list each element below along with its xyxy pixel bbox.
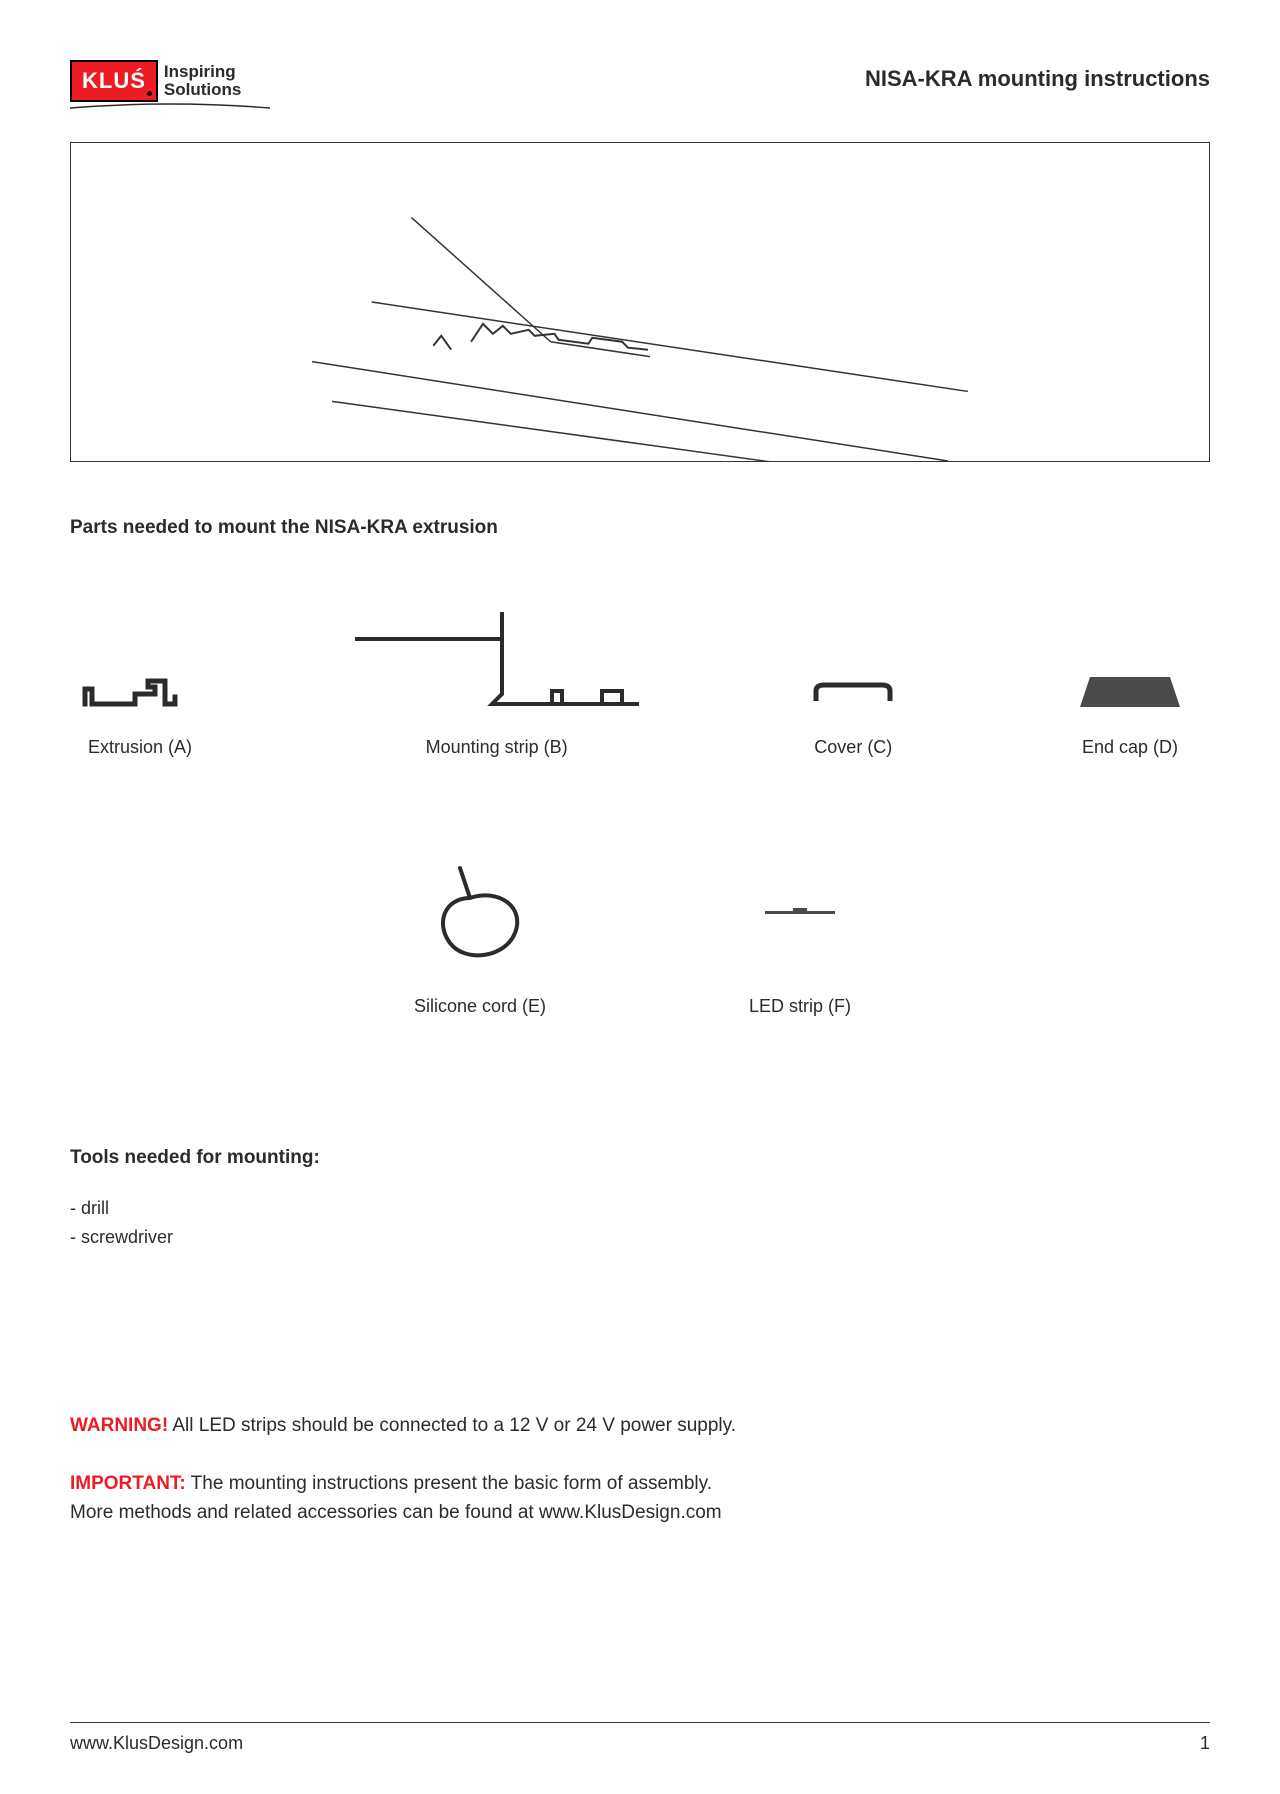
extrusion-icon (80, 609, 200, 709)
logo-box: KLUŚ (70, 60, 158, 102)
warning-label: WARNING! (70, 1415, 168, 1436)
logo-tagline: Inspiring Solutions (164, 63, 241, 99)
parts-row-1: Extrusion (A) Mounting strip (B) C (70, 609, 1210, 758)
logo: KLUŚ Inspiring Solutions (70, 60, 241, 102)
page-number: 1 (1200, 1733, 1210, 1754)
warning-notice: WARNING! All LED strips should be connec… (70, 1412, 1210, 1441)
logo-swoosh-icon (70, 102, 270, 112)
mounting-strip-icon (347, 609, 647, 709)
important-label: IMPORTANT: (70, 1473, 186, 1494)
parts-section: Parts needed to mount the NISA-KRA extru… (70, 517, 1210, 1017)
silicone-cord-icon (425, 858, 535, 968)
part-label: Silicone cord (E) (414, 996, 546, 1017)
tools-list: - drill - screwdriver (70, 1194, 1210, 1252)
part-label: Cover (C) (814, 737, 892, 758)
part-label: Extrusion (A) (88, 737, 192, 758)
part-silicone-cord: Silicone cord (E) (410, 858, 550, 1017)
tool-item: - screwdriver (70, 1223, 1210, 1252)
important-notice: IMPORTANT: The mounting instructions pre… (70, 1470, 1210, 1527)
tools-heading: Tools needed for mounting: (70, 1147, 1210, 1169)
tool-item: - drill (70, 1194, 1210, 1223)
tagline-line1: Inspiring (164, 63, 241, 81)
part-extrusion: Extrusion (A) (70, 609, 210, 758)
part-label: End cap (D) (1082, 737, 1178, 758)
part-cover: Cover (C) (783, 609, 923, 758)
end-cap-icon (1075, 609, 1185, 709)
extrusion-perspective-icon (71, 143, 1209, 461)
warning-text: All LED strips should be connected to a … (168, 1415, 736, 1436)
parts-heading: Parts needed to mount the NISA-KRA extru… (70, 517, 1210, 539)
cover-icon (808, 609, 898, 709)
page: KLUŚ Inspiring Solutions NISA-KRA mounti… (0, 0, 1280, 1794)
led-strip-icon (765, 858, 835, 968)
footer: www.KlusDesign.com 1 (70, 1722, 1210, 1754)
part-led-strip: LED strip (F) (730, 858, 870, 1017)
hero-diagram (70, 142, 1210, 462)
logo-dot-icon (147, 91, 152, 96)
part-label: LED strip (F) (749, 996, 851, 1017)
part-end-cap: End cap (D) (1060, 609, 1200, 758)
parts-row-2: Silicone cord (E) LED strip (F) (70, 858, 1210, 1017)
part-mounting-strip: Mounting strip (B) (347, 609, 647, 758)
important-text-2: More methods and related accessories can… (70, 1502, 722, 1523)
important-text-1: The mounting instructions present the ba… (186, 1473, 712, 1494)
document-title: NISA-KRA mounting instructions (865, 66, 1210, 92)
tagline-line2: Solutions (164, 81, 241, 99)
part-label: Mounting strip (B) (426, 737, 568, 758)
header: KLUŚ Inspiring Solutions NISA-KRA mounti… (70, 60, 1210, 102)
logo-text: KLUŚ (82, 68, 146, 93)
footer-url: www.KlusDesign.com (70, 1733, 243, 1754)
